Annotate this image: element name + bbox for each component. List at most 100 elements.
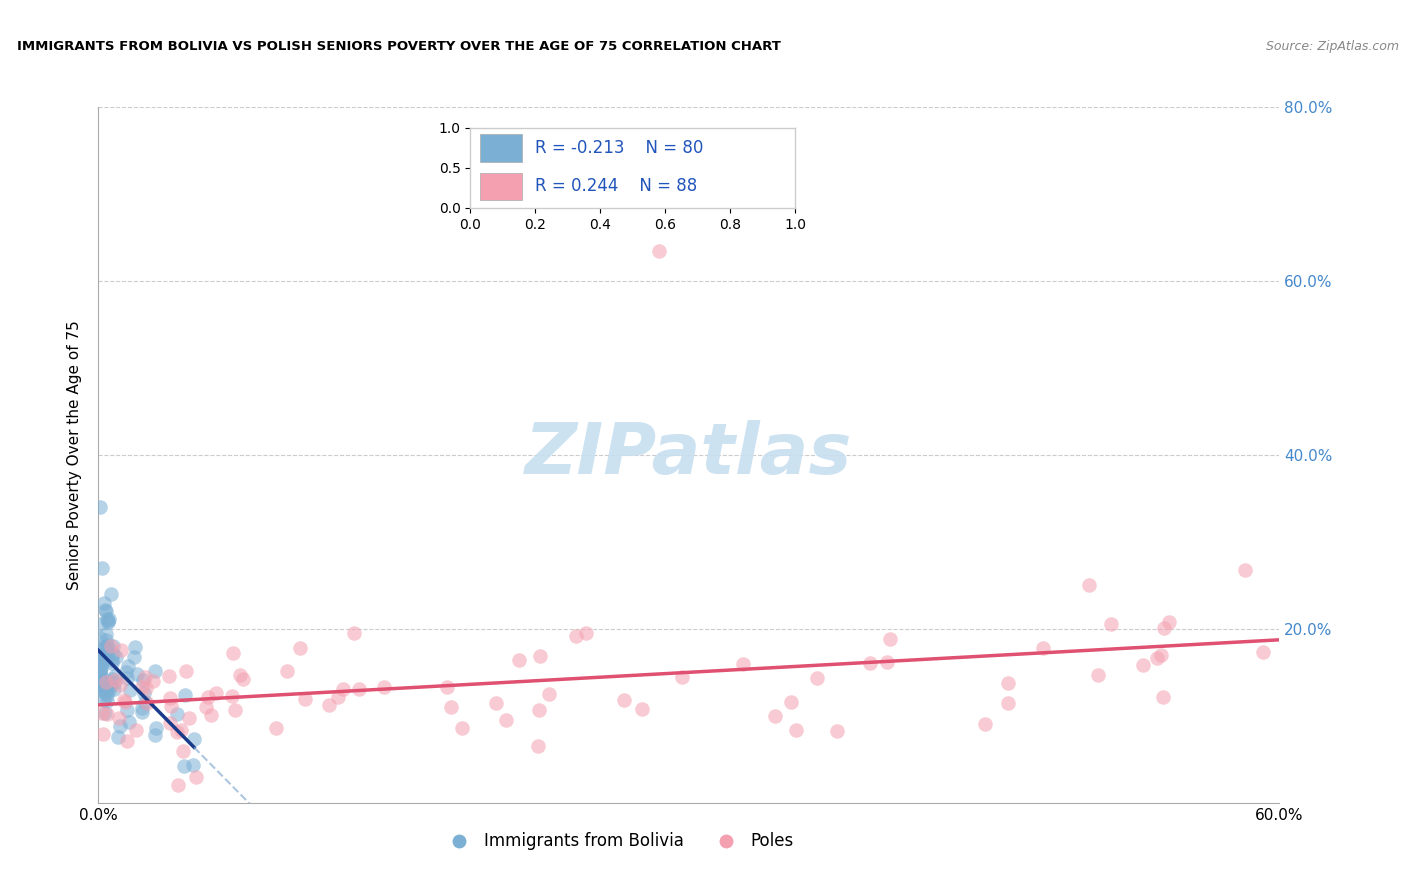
Point: [93, 693, 115, 707]
Text: Source: ZipAtlas.com: Source: ZipAtlas.com: [1265, 40, 1399, 54]
Point: [205, 686, 228, 700]
Point: [93, 649, 115, 664]
Point: [94, 650, 117, 665]
Point: [145, 721, 167, 735]
Point: [132, 686, 155, 700]
Point: [166, 725, 188, 739]
Point: [89, 616, 111, 631]
Point: [110, 643, 132, 657]
Point: [96, 706, 118, 721]
Point: [134, 695, 156, 709]
Point: [537, 687, 560, 701]
Point: [103, 676, 125, 690]
Point: [91, 650, 114, 665]
Point: [114, 695, 136, 709]
Point: [159, 690, 181, 705]
Point: [101, 656, 124, 670]
Point: [166, 707, 188, 722]
Point: [94, 641, 117, 656]
Point: [97, 640, 120, 655]
Point: [98, 612, 121, 626]
Point: [229, 668, 252, 682]
Point: [89, 631, 111, 645]
Point: [100, 587, 122, 601]
Point: [98, 682, 121, 697]
Point: [100, 675, 122, 690]
Point: [648, 244, 671, 258]
Point: [1251, 645, 1274, 659]
Point: [118, 714, 141, 729]
Point: [131, 701, 153, 715]
Point: [1132, 657, 1154, 672]
Bar: [481, 135, 523, 161]
Point: [93, 706, 115, 720]
Point: [527, 739, 550, 753]
Point: [1146, 651, 1168, 665]
Point: [98, 679, 121, 693]
Point: [132, 673, 155, 687]
Point: [89, 665, 111, 679]
Point: [318, 698, 340, 712]
Text: R = -0.213    N = 80: R = -0.213 N = 80: [536, 139, 704, 157]
Point: [122, 650, 145, 665]
Point: [194, 700, 217, 714]
Point: [159, 715, 181, 730]
Point: [101, 639, 124, 653]
Legend: Immigrants from Bolivia, Poles: Immigrants from Bolivia, Poles: [436, 826, 800, 857]
Point: [143, 728, 166, 742]
Point: [89, 669, 111, 683]
Point: [1152, 690, 1174, 704]
Point: [96, 680, 118, 694]
Text: ZIPatlas: ZIPatlas: [526, 420, 852, 490]
Point: [1233, 563, 1256, 577]
Point: [174, 664, 197, 678]
Point: [115, 665, 138, 679]
Point: [186, 771, 208, 785]
Point: [266, 721, 288, 735]
Point: [1032, 640, 1054, 655]
Point: [94, 604, 117, 618]
Point: [107, 730, 129, 744]
Point: [104, 673, 127, 687]
Point: [103, 647, 125, 661]
Text: IMMIGRANTS FROM BOLIVIA VS POLISH SENIORS POVERTY OVER THE AGE OF 75 CORRELATION: IMMIGRANTS FROM BOLIVIA VS POLISH SENIOR…: [17, 40, 780, 54]
Point: [575, 626, 598, 640]
Point: [200, 708, 222, 723]
Point: [136, 696, 159, 710]
Point: [373, 680, 395, 694]
Point: [157, 669, 180, 683]
Point: [167, 778, 190, 793]
Point: [806, 671, 828, 685]
Point: [104, 650, 127, 665]
Point: [108, 711, 131, 725]
Point: [564, 629, 586, 643]
Point: [785, 723, 807, 738]
Point: [96, 647, 118, 661]
Point: [125, 723, 148, 737]
Point: [342, 626, 364, 640]
Point: [91, 657, 114, 671]
Point: [1078, 577, 1101, 591]
Point: [96, 614, 118, 628]
Point: [731, 657, 754, 671]
Point: [160, 699, 183, 714]
Point: [108, 719, 131, 733]
Point: [93, 727, 115, 741]
Point: [91, 561, 114, 575]
Point: [332, 681, 354, 696]
Point: [172, 744, 194, 758]
Point: [91, 675, 114, 690]
Point: [347, 681, 370, 696]
Point: [276, 664, 298, 678]
Point: [134, 670, 156, 684]
Text: R = 0.244    N = 88: R = 0.244 N = 88: [536, 177, 697, 194]
Point: [100, 639, 122, 653]
Point: [90, 706, 112, 720]
Point: [115, 703, 138, 717]
Point: [97, 615, 120, 629]
Point: [174, 689, 197, 703]
Point: [440, 700, 463, 714]
Point: [181, 758, 204, 772]
Point: [117, 734, 139, 748]
Point: [101, 653, 124, 667]
